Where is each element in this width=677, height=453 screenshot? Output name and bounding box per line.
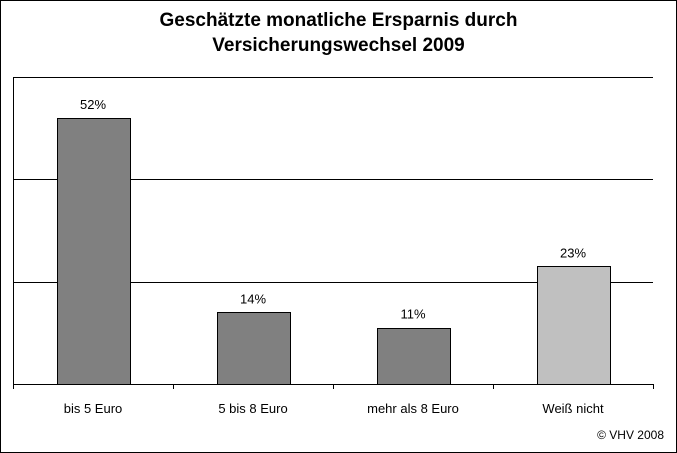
- category-label-2: 5 bis 8 Euro: [218, 401, 287, 416]
- category-label-4: Weiß nicht: [542, 401, 604, 416]
- copyright-note: © VHV 2008: [597, 428, 664, 442]
- chart-title-line-1: Geschätzte monatliche Ersparnis durch: [159, 10, 518, 31]
- data-label-3: 11%: [400, 307, 425, 322]
- data-label-2: 14%: [240, 291, 266, 306]
- bar-4: [537, 266, 611, 385]
- category-label-1: bis 5 Euro: [64, 401, 123, 416]
- chart-title-line-2: Versicherungswechsel 2009: [212, 35, 465, 56]
- category-label-3: mehr als 8 Euro: [367, 401, 459, 416]
- chart-title: Geschätzte monatliche Ersparnis durch Ve…: [1, 8, 676, 58]
- data-labels: 52% 14% 11% 23%: [80, 97, 586, 322]
- bar-3: [377, 328, 451, 385]
- data-label-1: 52%: [80, 97, 106, 112]
- bar-2: [217, 312, 291, 385]
- data-label-4: 23%: [560, 245, 586, 260]
- bars: [57, 118, 611, 385]
- category-labels: bis 5 Euro 5 bis 8 Euro mehr als 8 Euro Wei…: [64, 401, 604, 416]
- bar-1: [57, 118, 131, 385]
